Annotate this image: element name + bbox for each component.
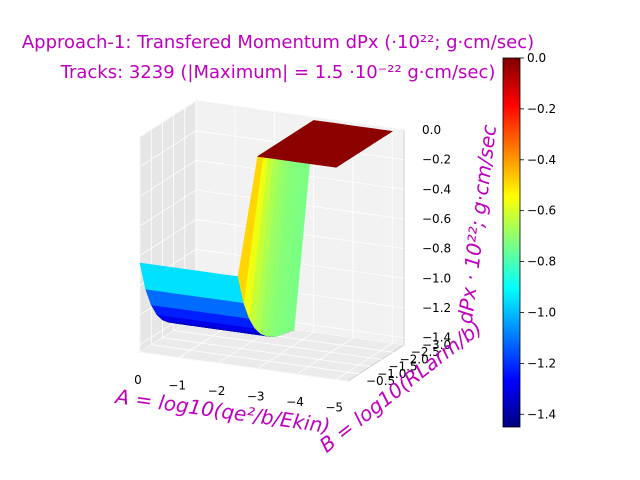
colorbar-tick-label: −0.2 [527,102,556,116]
z-tick-label: −1.4 [422,331,451,345]
z-tick-label: −0.6 [422,212,451,226]
grid-line-z [139,189,405,227]
grid-line-y [139,137,349,382]
y-tick-label: −2.5 [411,345,440,359]
y-tick-label: −3.0 [422,338,451,352]
grid-line-z [139,100,405,138]
colorbar-gradient [502,57,521,428]
y-tick-label: −2.0 [400,352,429,366]
z-axis-label: dPx · 10²²; g·cm/sec [453,123,501,325]
y-tick-label: −1.0 [377,367,406,381]
colorbar-tick-label: −1.4 [527,407,556,421]
colorbar-tick-label: −0.6 [527,204,556,218]
x-tick-label: −1 [168,379,186,393]
surface-mesh [139,119,394,338]
colorbar-tick-label: −1.2 [527,356,556,370]
x-tick-label: −2 [208,384,226,398]
y-tick-label: −0.5 [366,374,395,388]
grid-line-y [173,115,382,360]
x-tick-label: −5 [325,400,343,414]
x-tick-label: −4 [286,395,304,409]
colorbar-tick-label: −1.0 [527,306,556,320]
grid-line-y [150,129,360,375]
surface-face [315,160,343,168]
grid-line-z [139,159,405,197]
z-tick-label: −0.2 [422,153,451,167]
colorbar-tick-label: 0.0 [527,51,546,65]
colorbar-ticks: 0.0 −0.2 −0.4 −0.6 −0.8 −1.0 −1.2 −1.4 [520,51,556,421]
x-tick-label: 0 [134,373,142,387]
grid-line-y [161,122,371,367]
colorbar: 0.0 −0.2 −0.4 −0.6 −0.8 −1.0 −1.2 −1.4 [502,51,556,428]
z-tick-label: −1.2 [422,301,451,315]
x-tick-label: −3 [247,389,265,403]
z-tick-label: −1.0 [422,271,451,285]
colorbar-tick-label: −0.8 [527,255,556,269]
z-tick-label: −0.8 [422,242,451,256]
z-tick-label: −0.4 [422,182,451,196]
z-tick-label: 0.0 [422,123,441,137]
y-tick-label: −1.5 [388,360,417,374]
colorbar-tick-label: −0.4 [527,153,556,167]
tick-labels: 0 −1 −2 −3 −4 −5−3.0−2.5−2.0−1.5−1.0−0.50.0−0… [134,123,451,414]
chart-title-line-1: Approach-1: Transfered Momentum dPx (·10… [22,32,534,53]
grid-line-z [139,219,405,256]
chart-title-line-2: Tracks: 3239 (|Maximum| = 1.5 ·10⁻²² g·c… [60,62,496,83]
